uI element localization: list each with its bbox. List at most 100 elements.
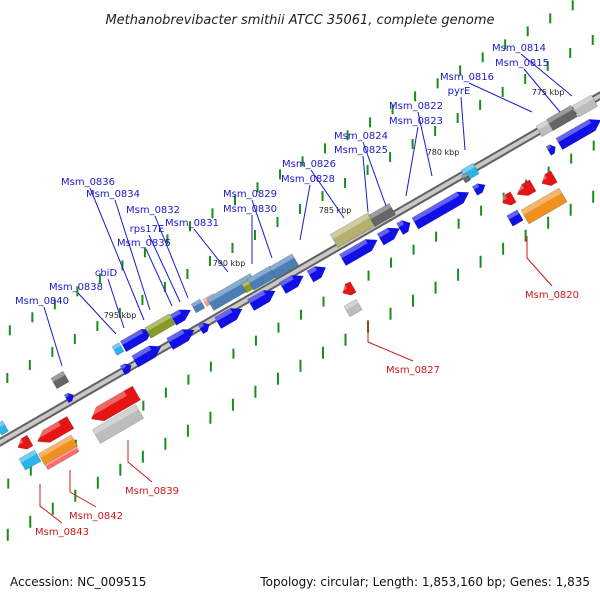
forward-gene-label: Msm_0831	[165, 218, 219, 229]
gene-highlight	[14, 438, 24, 446]
scale-label: 785 kbp	[319, 206, 352, 215]
reverse-leader-line	[127, 440, 153, 483]
gene-shape	[460, 172, 472, 184]
forward-leader-line	[417, 111, 433, 177]
gene-shape	[197, 322, 210, 335]
forward-leader-line	[89, 187, 145, 321]
forward-gene-label: Msm_0835	[117, 238, 171, 249]
gene-shape	[166, 329, 195, 351]
gene-highlight	[520, 188, 562, 215]
gene-highlight	[330, 212, 371, 240]
gene-highlight	[472, 183, 480, 190]
gene-shape	[571, 94, 599, 118]
gene-shape	[278, 275, 304, 295]
gene-highlight	[513, 184, 524, 193]
gene-highlight	[499, 194, 508, 202]
gene-shape	[376, 227, 401, 246]
gene-block	[0, 420, 9, 436]
gene-highlight	[411, 191, 460, 222]
scale-label: 780 kbp	[427, 148, 460, 157]
forward-gene-label: Msm_0832	[126, 205, 180, 216]
forward-gene-label: Msm_0822	[389, 101, 443, 112]
gene-shape	[214, 308, 243, 330]
gene-highlight	[34, 421, 61, 440]
forward-leader-line	[362, 155, 369, 213]
forward-gene-label: Msm_0826	[282, 159, 336, 170]
gene-block	[111, 342, 125, 356]
gene-shape	[169, 309, 192, 326]
gene-highlight	[120, 363, 127, 370]
gene-highlight	[170, 309, 182, 319]
reverse-leader-line	[367, 320, 414, 362]
gene-shape	[471, 183, 486, 196]
gene-block	[63, 392, 74, 404]
reverse-gene-label: Msm_0820	[525, 290, 579, 301]
gene-block	[306, 266, 327, 283]
gene-block	[411, 191, 470, 230]
gene-block	[44, 445, 80, 471]
gene-shape	[111, 342, 125, 356]
gene-highlight	[198, 322, 205, 329]
gene-block	[197, 322, 210, 335]
forward-gene-label: Msm_0840	[15, 296, 69, 307]
gene-block	[460, 172, 472, 184]
gene-highlight	[18, 449, 37, 463]
gene-block	[87, 385, 141, 422]
gene-highlight	[131, 345, 152, 360]
gene-shape	[247, 290, 276, 312]
gene-shape	[545, 144, 556, 156]
reverse-gene-label: Msm_0839	[125, 486, 179, 497]
gene-shape	[190, 298, 206, 314]
gene-shape	[396, 220, 411, 236]
gene-block	[376, 227, 401, 246]
forward-leader-line	[107, 278, 125, 329]
scale-label: 775 kbp	[532, 88, 565, 97]
gene-highlight	[191, 299, 202, 308]
forward-leader-line	[299, 184, 311, 241]
gene-highlight	[206, 273, 253, 303]
gene-highlight	[306, 266, 317, 275]
gene-shape	[516, 179, 537, 196]
reverse-gene-label: Msm_0827	[386, 365, 440, 376]
gene-block	[214, 308, 243, 330]
gene-highlight	[377, 227, 390, 238]
gene-shape	[144, 313, 176, 339]
gene-block	[119, 363, 132, 376]
gene-block	[247, 290, 276, 312]
gene-block	[131, 345, 162, 368]
gene-highlight	[535, 119, 551, 130]
forward-leader-line	[193, 228, 229, 273]
gene-block	[506, 209, 524, 227]
gene-block	[144, 313, 176, 339]
gene-highlight	[38, 434, 74, 458]
forward-gene-label: Msm_0838	[49, 282, 103, 293]
forward-gene-label: rps17E	[130, 224, 165, 235]
reverse-leader-line	[526, 236, 553, 287]
forward-gene-label: Msm_0815	[495, 58, 549, 69]
gene-shape	[411, 191, 470, 230]
gene-shape	[44, 445, 80, 471]
gene-block	[50, 370, 70, 390]
gene-highlight	[506, 209, 520, 220]
forward-gene-label: Msm_0825	[334, 145, 388, 156]
forward-leader-line	[114, 199, 151, 311]
gene-block	[18, 449, 42, 471]
gene-shape	[520, 187, 568, 225]
gene-highlight	[144, 313, 172, 332]
gene-highlight	[87, 391, 127, 417]
forward-gene-label: Msm_0829	[223, 189, 277, 200]
gene-highlight	[166, 329, 185, 343]
gene-block	[166, 329, 195, 351]
gene-block	[538, 170, 558, 186]
gene-block	[190, 298, 206, 314]
forward-gene-label: pyrE	[448, 86, 471, 97]
gene-shape	[63, 392, 74, 404]
gene-highlight	[538, 174, 547, 182]
gene-block	[339, 281, 357, 296]
gene-block	[396, 220, 411, 236]
forward-leader-line	[523, 68, 561, 113]
gene-shape	[555, 119, 600, 151]
gene-shape	[91, 404, 145, 444]
gene-block	[278, 275, 304, 295]
